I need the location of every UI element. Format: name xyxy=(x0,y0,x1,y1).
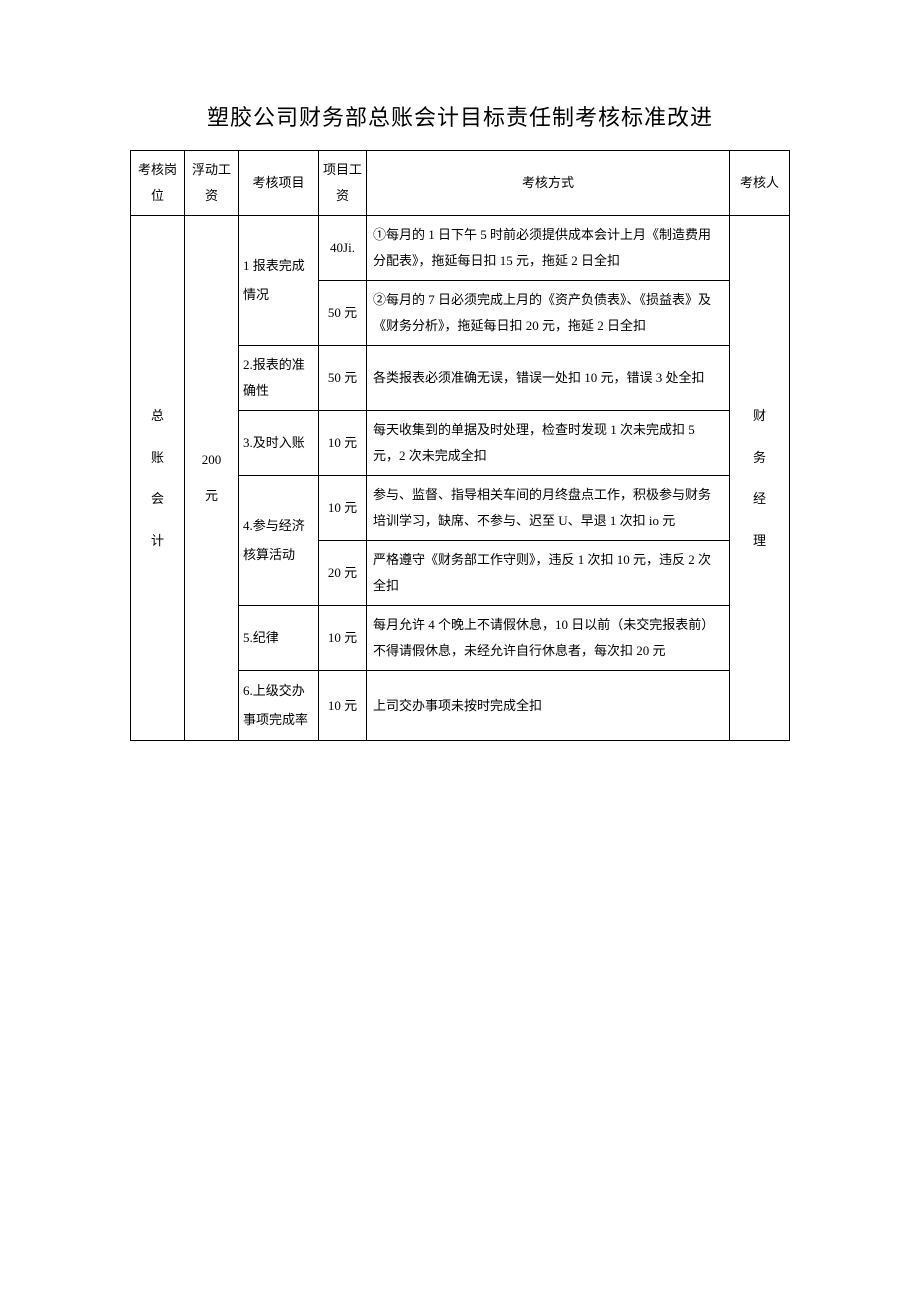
item-wage-cell: 50 元 xyxy=(319,346,367,411)
header-float-wage: 浮动工资 xyxy=(185,151,239,216)
method-cell: 每月允许 4 个晚上不请假休息，10 日以前（未交完报表前）不得请假休息，未经允… xyxy=(367,606,730,671)
assessment-table: 考核岗位 浮动工资 考核项目 项目工资 考核方式 考核人 总 账 会 计 200… xyxy=(130,150,790,741)
header-assessor: 考核人 xyxy=(730,151,790,216)
method-cell: ①每月的 1 日下午 5 时前必须提供成本会计上月《制造费用分配表》，拖延每日扣… xyxy=(367,216,730,281)
item-name-cell: 4.参与经济核算活动 xyxy=(239,476,319,606)
item-wage-cell: 40Ji. xyxy=(319,216,367,281)
method-cell: 严格遵守《财务部工作守则》，违反 1 次扣 10 元，违反 2 次全扣 xyxy=(367,541,730,606)
table-header-row: 考核岗位 浮动工资 考核项目 项目工资 考核方式 考核人 xyxy=(131,151,790,216)
position-cell: 总 账 会 计 xyxy=(131,216,185,741)
item-wage-cell: 20 元 xyxy=(319,541,367,606)
header-item: 考核项目 xyxy=(239,151,319,216)
item-wage-cell: 10 元 xyxy=(319,606,367,671)
item-name-cell: 2.报表的准确性 xyxy=(239,346,319,411)
header-item-wage: 项目工资 xyxy=(319,151,367,216)
table-row: 总 账 会 计 200 元 1 报表完成情况 40Ji. ①每月的 1 日下午 … xyxy=(131,216,790,281)
method-cell: 参与、监督、指导相关车间的月终盘点工作，积极参与财务培训学习，缺席、不参与、迟至… xyxy=(367,476,730,541)
item-wage-cell: 10 元 xyxy=(319,671,367,741)
item-wage-cell: 50 元 xyxy=(319,281,367,346)
item-name-cell: 3.及时入账 xyxy=(239,411,319,476)
method-cell: 上司交办事项未按时完成全扣 xyxy=(367,671,730,741)
item-name-cell: 6.上级交办事项完成率 xyxy=(239,671,319,741)
page-title: 塑胶公司财务部总账会计目标责任制考核标准改进 xyxy=(130,100,790,132)
item-name-cell: 5.纪律 xyxy=(239,606,319,671)
method-cell: ②每月的 7 日必须完成上月的《资产负债表》、《损益表》及《财务分析》，拖延每日… xyxy=(367,281,730,346)
method-cell: 各类报表必须准确无误，错误一处扣 10 元，错误 3 处全扣 xyxy=(367,346,730,411)
header-method: 考核方式 xyxy=(367,151,730,216)
item-name-cell: 1 报表完成情况 xyxy=(239,216,319,346)
method-cell: 每天收集到的单据及时处理，检查时发现 1 次未完成扣 5 元，2 次未完成全扣 xyxy=(367,411,730,476)
float-wage-cell: 200 元 xyxy=(185,216,239,741)
item-wage-cell: 10 元 xyxy=(319,476,367,541)
assessor-cell: 财 务 经 理 xyxy=(730,216,790,741)
item-wage-cell: 10 元 xyxy=(319,411,367,476)
header-position: 考核岗位 xyxy=(131,151,185,216)
